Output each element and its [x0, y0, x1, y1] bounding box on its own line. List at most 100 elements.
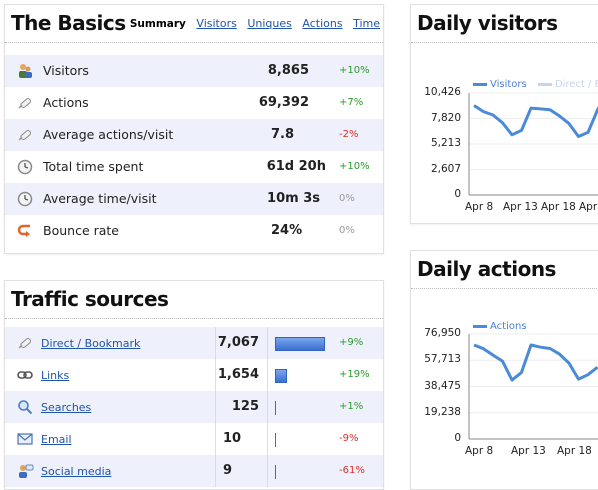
clock-icon [17, 159, 33, 175]
daily-visitors-title: Daily visitors [417, 11, 558, 35]
legend-label: Direct / B [554, 79, 598, 90]
traffic-link-searches[interactable]: Searches [41, 401, 92, 414]
cell-divider [215, 327, 216, 359]
tab-time[interactable]: Time [353, 17, 380, 30]
stat-label: Actions [43, 95, 89, 110]
y-tick-label: 76,950 [424, 327, 461, 339]
cell-divider [267, 455, 268, 487]
traffic-share-bar [275, 465, 276, 479]
cell-divider [215, 359, 216, 391]
traffic-change: -61% [339, 465, 365, 476]
stat-value: 8,865 [267, 63, 309, 78]
daily-visitors-header: Daily visitors [411, 5, 598, 43]
actions-icon [18, 98, 32, 109]
traffic-row-social: Social media 9 -61% [5, 455, 383, 487]
traffic-change: -9% [339, 433, 359, 444]
cell-divider [267, 423, 268, 455]
traffic-row-links: Links 1,654 +19% [5, 359, 383, 391]
actions-icon [18, 130, 32, 141]
traffic-value: 1,654 [217, 367, 259, 382]
stat-change: +7% [339, 97, 364, 108]
stat-value: 10m 3s [267, 191, 320, 206]
stat-change: +10% [339, 161, 370, 172]
email-icon [17, 433, 33, 445]
y-tick-label: 19,238 [424, 405, 461, 418]
bounce-icon [17, 224, 30, 237]
cell-divider [215, 455, 216, 487]
search-icon [18, 400, 33, 415]
daily-actions-panel: Daily actions Actions 76,950 57,713 38,475… [410, 250, 598, 490]
cell-divider [267, 327, 268, 359]
x-tick-label: Apr 13 [503, 201, 538, 213]
basics-header: The Basics Summary Visitors Uniques Acti… [5, 5, 383, 43]
traffic-row-searches: Searches 125 +1% [5, 391, 383, 423]
traffic-row-email: Email 10 -9% [5, 423, 383, 455]
y-tick-label: 0 [454, 188, 461, 200]
tab-summary[interactable]: Summary [129, 18, 186, 30]
stat-row-total-time: Total time spent 61d 20h +10% [5, 151, 383, 183]
x-tick-label: Apr 18 [541, 201, 576, 213]
tab-actions[interactable]: Actions [302, 17, 343, 30]
basics-tabs: Summary Visitors Uniques Actions Time [123, 17, 380, 30]
traffic-title: Traffic sources [11, 287, 169, 311]
stat-label: Bounce rate [43, 223, 119, 238]
series-line [473, 343, 598, 382]
legend-swatch [473, 82, 487, 86]
stat-change: 0% [339, 193, 355, 204]
stat-row-actions: Actions 69,392 +7% [5, 87, 383, 119]
cell-divider [267, 391, 268, 423]
y-tick-label: 57,713 [424, 353, 461, 366]
traffic-share-bar [275, 433, 276, 447]
y-tick-label: 2,607 [430, 162, 461, 175]
stat-row-avg-time: Average time/visit 10m 3s 0% [5, 183, 383, 215]
y-tick-label: 38,475 [424, 379, 461, 392]
stat-change: -2% [339, 129, 359, 140]
stat-value: 7.8 [271, 127, 295, 142]
traffic-panel: Traffic sources Direct / Bookmark 7,067 … [4, 280, 384, 490]
traffic-share-bar [275, 401, 276, 415]
x-tick-label: Apr 8 [465, 445, 494, 457]
traffic-share-bar [275, 337, 325, 351]
stat-row-visitors: Visitors 8,865 +10% [5, 55, 383, 87]
traffic-link-direct[interactable]: Direct / Bookmark [41, 337, 141, 350]
visitors-icon [19, 64, 32, 78]
traffic-change: +9% [339, 337, 364, 348]
basics-title: The Basics [11, 11, 126, 35]
y-tick-label: 10,426 [424, 86, 461, 98]
legend-label: Visitors [490, 79, 527, 90]
legend-item-faint: Direct / B [537, 79, 598, 90]
x-tick-label: Apr 13 [511, 445, 546, 457]
x-tick-label: Apr 18 [557, 445, 592, 457]
traffic-share-bar [275, 369, 287, 383]
legend-label: Actions [490, 321, 527, 332]
traffic-value: 125 [231, 399, 259, 414]
traffic-change: +1% [339, 401, 364, 412]
cell-divider [267, 359, 268, 391]
tab-uniques[interactable]: Uniques [247, 17, 292, 30]
traffic-header: Traffic sources [5, 281, 383, 319]
y-tick-label: 0 [454, 432, 461, 444]
traffic-link-social[interactable]: Social media [41, 465, 112, 478]
tab-visitors[interactable]: Visitors [196, 17, 237, 30]
legend-swatch [537, 82, 552, 86]
traffic-value: 10 [223, 431, 242, 446]
y-tick-label: 7,820 [430, 111, 461, 124]
line-chart [468, 333, 598, 440]
traffic-link-email[interactable]: Email [41, 433, 72, 446]
traffic-link-links[interactable]: Links [41, 369, 70, 382]
basics-panel: The Basics Summary Visitors Uniques Acti… [4, 4, 384, 254]
stat-change: +10% [339, 65, 370, 76]
y-tick-label: 5,213 [430, 137, 461, 149]
link-icon [17, 371, 33, 379]
line-chart [468, 92, 598, 196]
series-line [473, 104, 598, 138]
x-tick-label: Apr 8 [465, 201, 494, 213]
clock-icon [17, 191, 33, 207]
stat-value: 69,392 [258, 95, 309, 110]
stat-row-bounce-rate: Bounce rate 24% 0% [5, 215, 383, 247]
x-tick-label: Apr [579, 201, 598, 213]
stat-label: Visitors [43, 63, 89, 78]
legend-swatch [473, 324, 487, 328]
cell-divider [215, 423, 216, 455]
traffic-change: +19% [339, 369, 370, 380]
